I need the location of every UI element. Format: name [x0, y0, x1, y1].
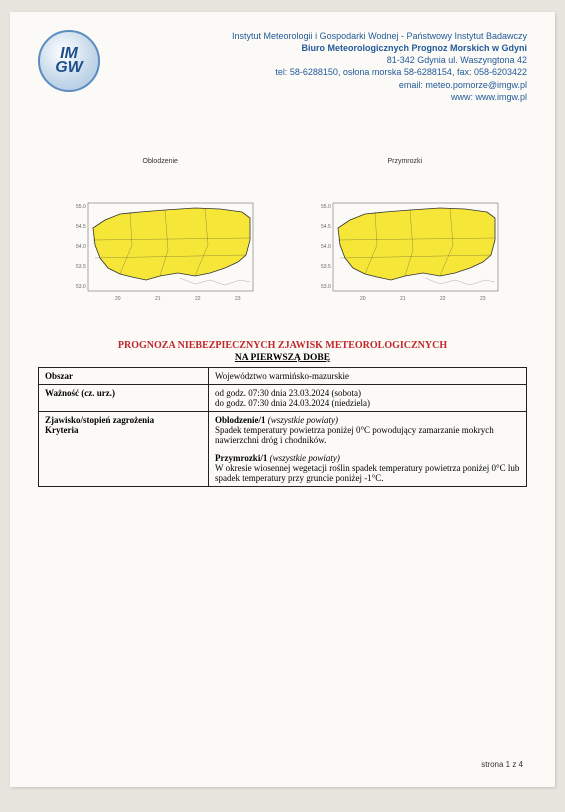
table-row: Obszar Województwo warmińsko-mazurskie: [39, 367, 527, 384]
header-line5: email: meteo.pomorze@imgw.pl: [118, 79, 527, 91]
svg-text:53.0: 53.0: [321, 284, 331, 290]
maps-row: Oblodzenie 55.0 54.5 54.0 53.5 53.0 20 2…: [38, 158, 527, 310]
x-axis-left: 20 21 22 23: [115, 296, 241, 302]
map-title-right: Przymrozki: [305, 158, 505, 165]
cell-zjawisko-label: Zjawisko/stopień zagrożenia Kryteria: [39, 411, 209, 486]
region-shape: [93, 208, 250, 280]
y-axis-right: 55.0 54.5 54.0 53.5 53.0: [321, 204, 331, 290]
header-line1: Instytut Meteorologii i Gospodarki Wodne…: [118, 30, 527, 42]
hazard1-desc: Spadek temperatury powietrza poniżej 0°C…: [215, 425, 520, 445]
svg-text:20: 20: [360, 296, 366, 302]
map-svg-right: 55.0 54.5 54.0 53.5 53.0 20 21 22 23: [305, 200, 505, 305]
header-line6: www: www.imgw.pl: [118, 91, 527, 103]
svg-text:54.0: 54.0: [321, 244, 331, 250]
svg-text:55.0: 55.0: [321, 204, 331, 210]
table-row: Zjawisko/stopień zagrożenia Kryteria Obl…: [39, 411, 527, 486]
svg-text:23: 23: [235, 296, 241, 302]
svg-text:22: 22: [195, 296, 201, 302]
y-axis-left: 55.0 54.5 54.0 53.5 53.0: [76, 204, 86, 290]
svg-text:54.0: 54.0: [76, 244, 86, 250]
svg-text:23: 23: [480, 296, 486, 302]
table-row: Ważność (cz. urz.) od godz. 07:30 dnia 2…: [39, 384, 527, 411]
svg-text:20: 20: [115, 296, 121, 302]
header-line2: Biuro Meteorologicznych Prognoz Morskich…: [118, 42, 527, 54]
page-footer: strona 1 z 4: [481, 760, 523, 769]
imgw-logo: IM GW: [38, 30, 100, 92]
header-line4: tel: 58-6288150, osłona morska 58-628815…: [118, 66, 527, 78]
validity-to: do godz. 07:30 dnia 24.03.2024 (niedziel…: [215, 398, 520, 408]
header: IM GW Instytut Meteorologii i Gospodarki…: [38, 30, 527, 103]
map-przymrozki: Przymrozki 55.0 54.5 54.0 53.5 53.0 20 2…: [305, 158, 505, 310]
x-axis-right: 20 21 22 23: [360, 296, 486, 302]
hazard2-desc: W okresie wiosennej wegetacji roślin spa…: [215, 463, 520, 483]
svg-text:21: 21: [400, 296, 406, 302]
cell-waznosc-label: Ważność (cz. urz.): [39, 384, 209, 411]
svg-text:21: 21: [155, 296, 161, 302]
page: IM GW Instytut Meteorologii i Gospodarki…: [10, 12, 555, 787]
map-svg-left: 55.0 54.5 54.0 53.5 53.0 20 21 22 23: [60, 200, 260, 305]
header-text: Instytut Meteorologii i Gospodarki Wodne…: [118, 30, 527, 103]
header-line3: 81-342 Gdynia ul. Waszyngtona 42: [118, 54, 527, 66]
zjawisko-label1: Zjawisko/stopień zagrożenia: [45, 415, 154, 425]
region-shape: [338, 208, 495, 280]
forecast-table: Obszar Województwo warmińsko-mazurskie W…: [38, 367, 527, 487]
cell-obszar-label: Obszar: [39, 367, 209, 384]
cell-obszar-value: Województwo warmińsko-mazurskie: [209, 367, 527, 384]
cell-waznosc-value: od godz. 07:30 dnia 23.03.2024 (sobota) …: [209, 384, 527, 411]
logo-line2: GW: [55, 59, 83, 76]
hazard1-scope: (wszystkie powiaty): [268, 415, 338, 425]
svg-text:22: 22: [440, 296, 446, 302]
svg-text:53.0: 53.0: [76, 284, 86, 290]
hazard2-scope: (wszystkie powiaty): [270, 453, 340, 463]
svg-text:53.5: 53.5: [76, 264, 86, 270]
validity-from: od godz. 07:30 dnia 23.03.2024 (sobota): [215, 388, 520, 398]
svg-text:54.5: 54.5: [321, 224, 331, 230]
svg-text:54.5: 54.5: [76, 224, 86, 230]
map-title-left: Oblodzenie: [60, 158, 260, 165]
cell-zjawisko-value: Oblodzenie/1 (wszystkie powiaty) Spadek …: [209, 411, 527, 486]
forecast-subtitle: NA PIERWSZĄ DOBĘ: [38, 353, 527, 363]
map-oblodzenie: Oblodzenie 55.0 54.5 54.0 53.5 53.0 20 2…: [60, 158, 260, 310]
svg-text:53.5: 53.5: [321, 264, 331, 270]
hazard2-name: Przymrozki/1: [215, 453, 267, 463]
zjawisko-label2: Kryteria: [45, 425, 78, 435]
forecast-title: PROGNOZA NIEBEZPIECZNYCH ZJAWISK METEORO…: [38, 340, 527, 351]
hazard1-name: Oblodzenie/1: [215, 415, 266, 425]
svg-text:55.0: 55.0: [76, 204, 86, 210]
